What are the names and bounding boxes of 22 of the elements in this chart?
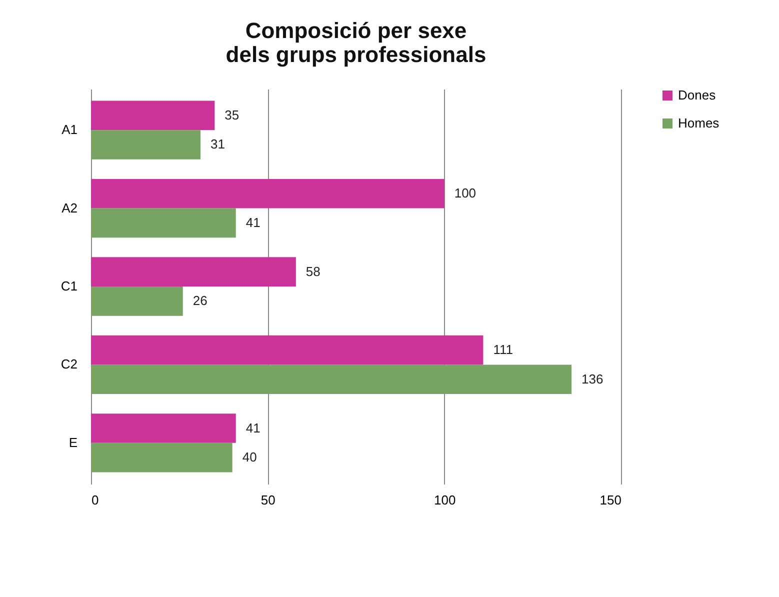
y-tick-label: E: [68, 434, 78, 450]
data-label: 31: [210, 136, 225, 152]
y-tick-label: A2: [62, 200, 78, 216]
data-label: 41: [246, 214, 260, 230]
data-label: 35: [224, 107, 240, 122]
data-label: 41: [246, 420, 260, 436]
y-tick-label: C2: [60, 356, 78, 372]
y-tick-label: A1: [62, 122, 78, 138]
data-label: 100: [454, 186, 476, 201]
x-tick-label: 150: [600, 492, 622, 508]
legend-label: Homes: [678, 116, 720, 130]
x-tick-label: 50: [260, 492, 276, 508]
x-tick-label: 0: [92, 492, 99, 508]
data-label: 26: [192, 293, 208, 308]
x-tick-label: 100: [434, 492, 456, 508]
data-label: 58: [306, 264, 320, 279]
y-tick-label: C1: [60, 278, 78, 294]
legend-label: Dones: [678, 88, 716, 102]
data-label: 136: [582, 371, 604, 386]
data-label: 40: [242, 450, 257, 465]
chart-title: Composició per sexe dels grups professionals: [226, 18, 486, 67]
data-label: 111: [493, 342, 513, 358]
